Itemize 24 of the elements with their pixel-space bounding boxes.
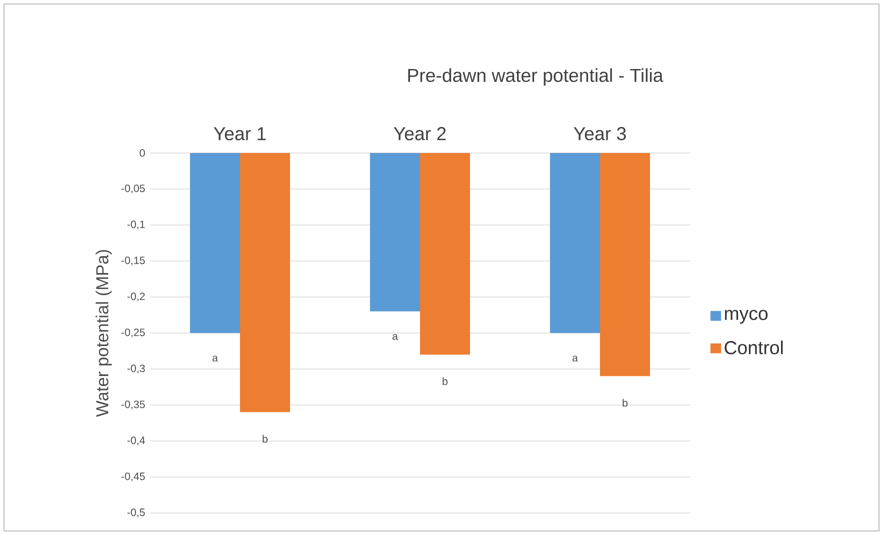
- x-tick-label: Year 3: [574, 127, 626, 140]
- y-tick-label: -0,05: [121, 184, 145, 194]
- chart-title: Pre-dawn water potential - Tilia: [408, 68, 664, 86]
- y-tick-label: -0,25: [121, 328, 145, 338]
- annotation: a: [572, 356, 578, 362]
- y-tick-label: -0,45: [121, 472, 145, 482]
- y-tick-label: -0,4: [127, 436, 145, 446]
- y-tick-label: 0: [140, 149, 145, 157]
- y-tick-label: -0,2: [127, 292, 145, 302]
- annotation: b: [442, 377, 448, 386]
- y-axis-title: Water potential (MPa): [96, 250, 112, 417]
- annotation: a: [392, 334, 398, 340]
- x-tick-label: Year 2: [394, 127, 446, 140]
- y-tick-label: -0,15: [121, 256, 145, 266]
- legend-label: Control: [724, 340, 783, 354]
- y-tick-label: -0,1: [127, 220, 145, 230]
- x-tick-label: Year 1: [214, 127, 266, 140]
- annotation: b: [262, 434, 268, 443]
- legend-label: myco: [724, 310, 768, 324]
- annotation: a: [212, 356, 218, 362]
- y-tick-label: -0,35: [121, 400, 145, 410]
- y-tick-label: -0,5: [127, 508, 145, 518]
- y-tick-label: -0,3: [127, 364, 145, 374]
- annotation: b: [622, 398, 628, 407]
